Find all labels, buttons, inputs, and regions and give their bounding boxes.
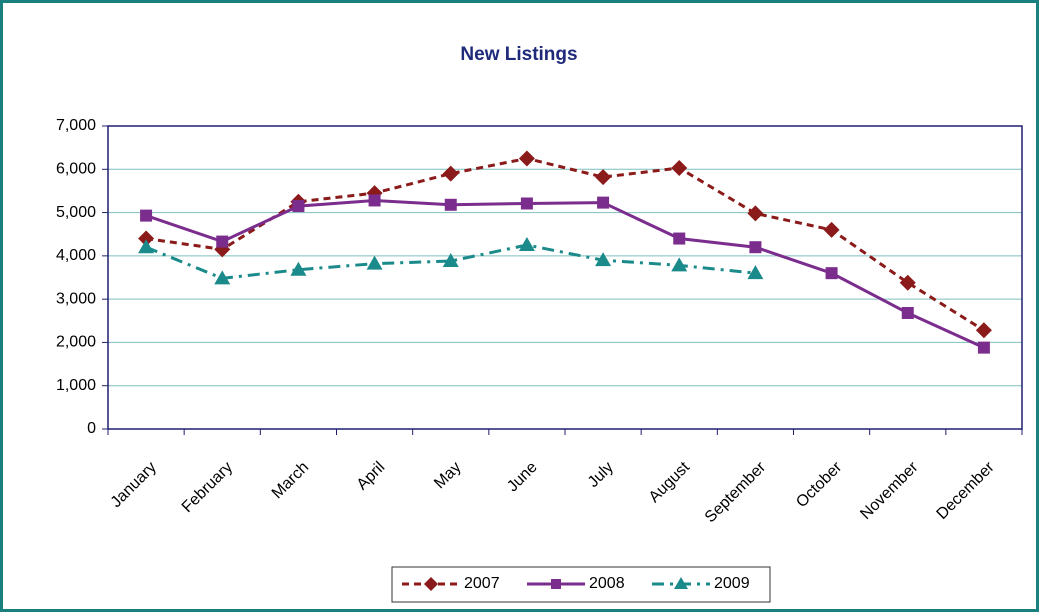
point xyxy=(825,267,838,280)
point xyxy=(595,169,612,186)
chart-title: New Listings xyxy=(460,44,577,65)
y-tick-label: 6,000 xyxy=(56,161,96,178)
point xyxy=(138,230,155,247)
point xyxy=(595,252,612,267)
point xyxy=(368,194,381,207)
point xyxy=(424,577,438,591)
point xyxy=(138,239,155,254)
y-tick-label: 4,000 xyxy=(56,247,96,264)
point xyxy=(518,150,535,167)
point xyxy=(899,274,916,291)
y-tick-label: 7,000 xyxy=(56,117,96,134)
y-tick-label: 1,000 xyxy=(56,377,96,394)
point xyxy=(747,265,764,280)
point xyxy=(975,322,992,339)
series-line xyxy=(145,243,756,280)
point xyxy=(290,261,307,276)
point xyxy=(366,255,383,270)
point xyxy=(749,241,762,254)
point xyxy=(597,196,610,209)
series-line xyxy=(145,156,985,332)
point xyxy=(901,306,914,319)
point xyxy=(444,198,457,211)
point xyxy=(214,270,231,285)
y-tick-label: 3,000 xyxy=(56,290,96,307)
point xyxy=(747,205,764,222)
point xyxy=(216,235,229,248)
series-line xyxy=(145,198,985,349)
plot-area xyxy=(108,126,1022,429)
point xyxy=(518,237,535,252)
point xyxy=(442,165,459,182)
legend-label: 2009 xyxy=(714,575,750,592)
point xyxy=(442,253,459,268)
point xyxy=(140,209,153,222)
y-tick-label: 2,000 xyxy=(56,334,96,351)
point xyxy=(823,221,840,238)
point xyxy=(674,577,688,589)
point xyxy=(520,197,533,210)
point xyxy=(671,159,688,176)
y-tick-label: 0 xyxy=(87,420,96,437)
legend-label: 2008 xyxy=(589,575,625,592)
legend-label: 2007 xyxy=(464,575,500,592)
point xyxy=(673,232,686,245)
y-tick-label: 5,000 xyxy=(56,204,96,221)
point xyxy=(977,341,990,354)
point xyxy=(551,579,561,589)
point xyxy=(671,257,688,272)
point xyxy=(292,200,305,213)
